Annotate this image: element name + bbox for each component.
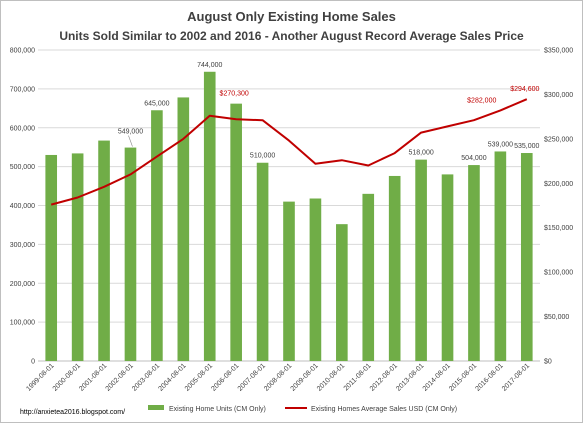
bar [415, 159, 427, 361]
line-data-label: $282,000 [467, 97, 496, 104]
bar-data-label: 645,000 [144, 100, 169, 107]
left-axis: 0 100,000 200,000 300,000 400,000 500,000 600,… [10, 48, 35, 366]
right-tick-label: $200,000 [544, 181, 573, 188]
right-tick-label: $100,000 [544, 270, 573, 277]
bar-series [45, 71, 533, 362]
bar-data-label: 549,000 [118, 129, 143, 136]
right-tick-label: $150,000 [544, 225, 573, 232]
left-tick-label: 600,000 [10, 125, 35, 132]
right-tick-label: $50,000 [544, 314, 569, 321]
bar [362, 193, 375, 361]
legend-bar-swatch [148, 405, 164, 410]
chart-subtitle: Units Sold Similar to 2002 and 2016 - An… [59, 29, 524, 43]
footer-url: http://anxietea2016.blogspot.com/ [20, 409, 125, 416]
left-tick-label: 100,000 [10, 320, 35, 327]
legend-bar-label: Existing Home Units (CM Only) [169, 406, 266, 413]
line-series [50, 98, 528, 206]
bar [203, 71, 216, 362]
bar [71, 153, 84, 361]
right-tick-label: $350,000 [544, 48, 573, 55]
bar [494, 151, 507, 361]
bar [520, 153, 533, 361]
right-tick-label: $0 [544, 359, 552, 366]
price-line [50, 98, 528, 206]
bar [98, 140, 110, 361]
chart-title: August Only Existing Home Sales [187, 9, 396, 24]
bar [256, 162, 269, 361]
data-labels: 549,000 645,000 744,000 510,000 518,000 504,0… [118, 62, 540, 162]
bar [124, 147, 137, 361]
bar-data-label: 744,000 [197, 62, 222, 69]
bar-data-label: 504,000 [461, 155, 486, 162]
bar [309, 198, 322, 361]
legend-line-label: Existing Homes Average Sales USD (CM Onl… [311, 406, 457, 413]
bar [283, 201, 295, 361]
right-tick-label: $300,000 [544, 92, 573, 99]
legend: Existing Home Units (CM Only) Existing H… [148, 405, 457, 413]
bar [388, 175, 401, 361]
bar-data-label: 539,000 [488, 141, 513, 148]
bar [151, 110, 163, 361]
left-tick-label: 500,000 [10, 164, 35, 171]
left-tick-label: 700,000 [10, 86, 35, 93]
bar [468, 165, 480, 361]
left-tick-label: 800,000 [10, 48, 35, 55]
line-data-label: $294,600 [510, 86, 539, 93]
left-tick-label: 300,000 [10, 242, 35, 249]
callout-line [128, 135, 133, 147]
bar [45, 154, 58, 361]
bar [230, 103, 242, 362]
line-data-label: $270,300 [220, 90, 249, 97]
bar-data-label: 518,000 [408, 150, 433, 157]
left-tick-label: 200,000 [10, 281, 35, 288]
left-tick-label: 400,000 [10, 203, 35, 210]
bar [336, 224, 348, 361]
bar [441, 174, 454, 361]
left-tick-label: 0 [31, 359, 35, 366]
bar [177, 97, 190, 362]
bar-data-label: 535,000 [514, 143, 539, 150]
right-axis: $0 $50,000 $100,000 $150,000 $200,000 $250,00… [544, 48, 573, 366]
bar-data-label: 510,000 [250, 153, 275, 160]
right-tick-label: $250,000 [544, 136, 573, 143]
